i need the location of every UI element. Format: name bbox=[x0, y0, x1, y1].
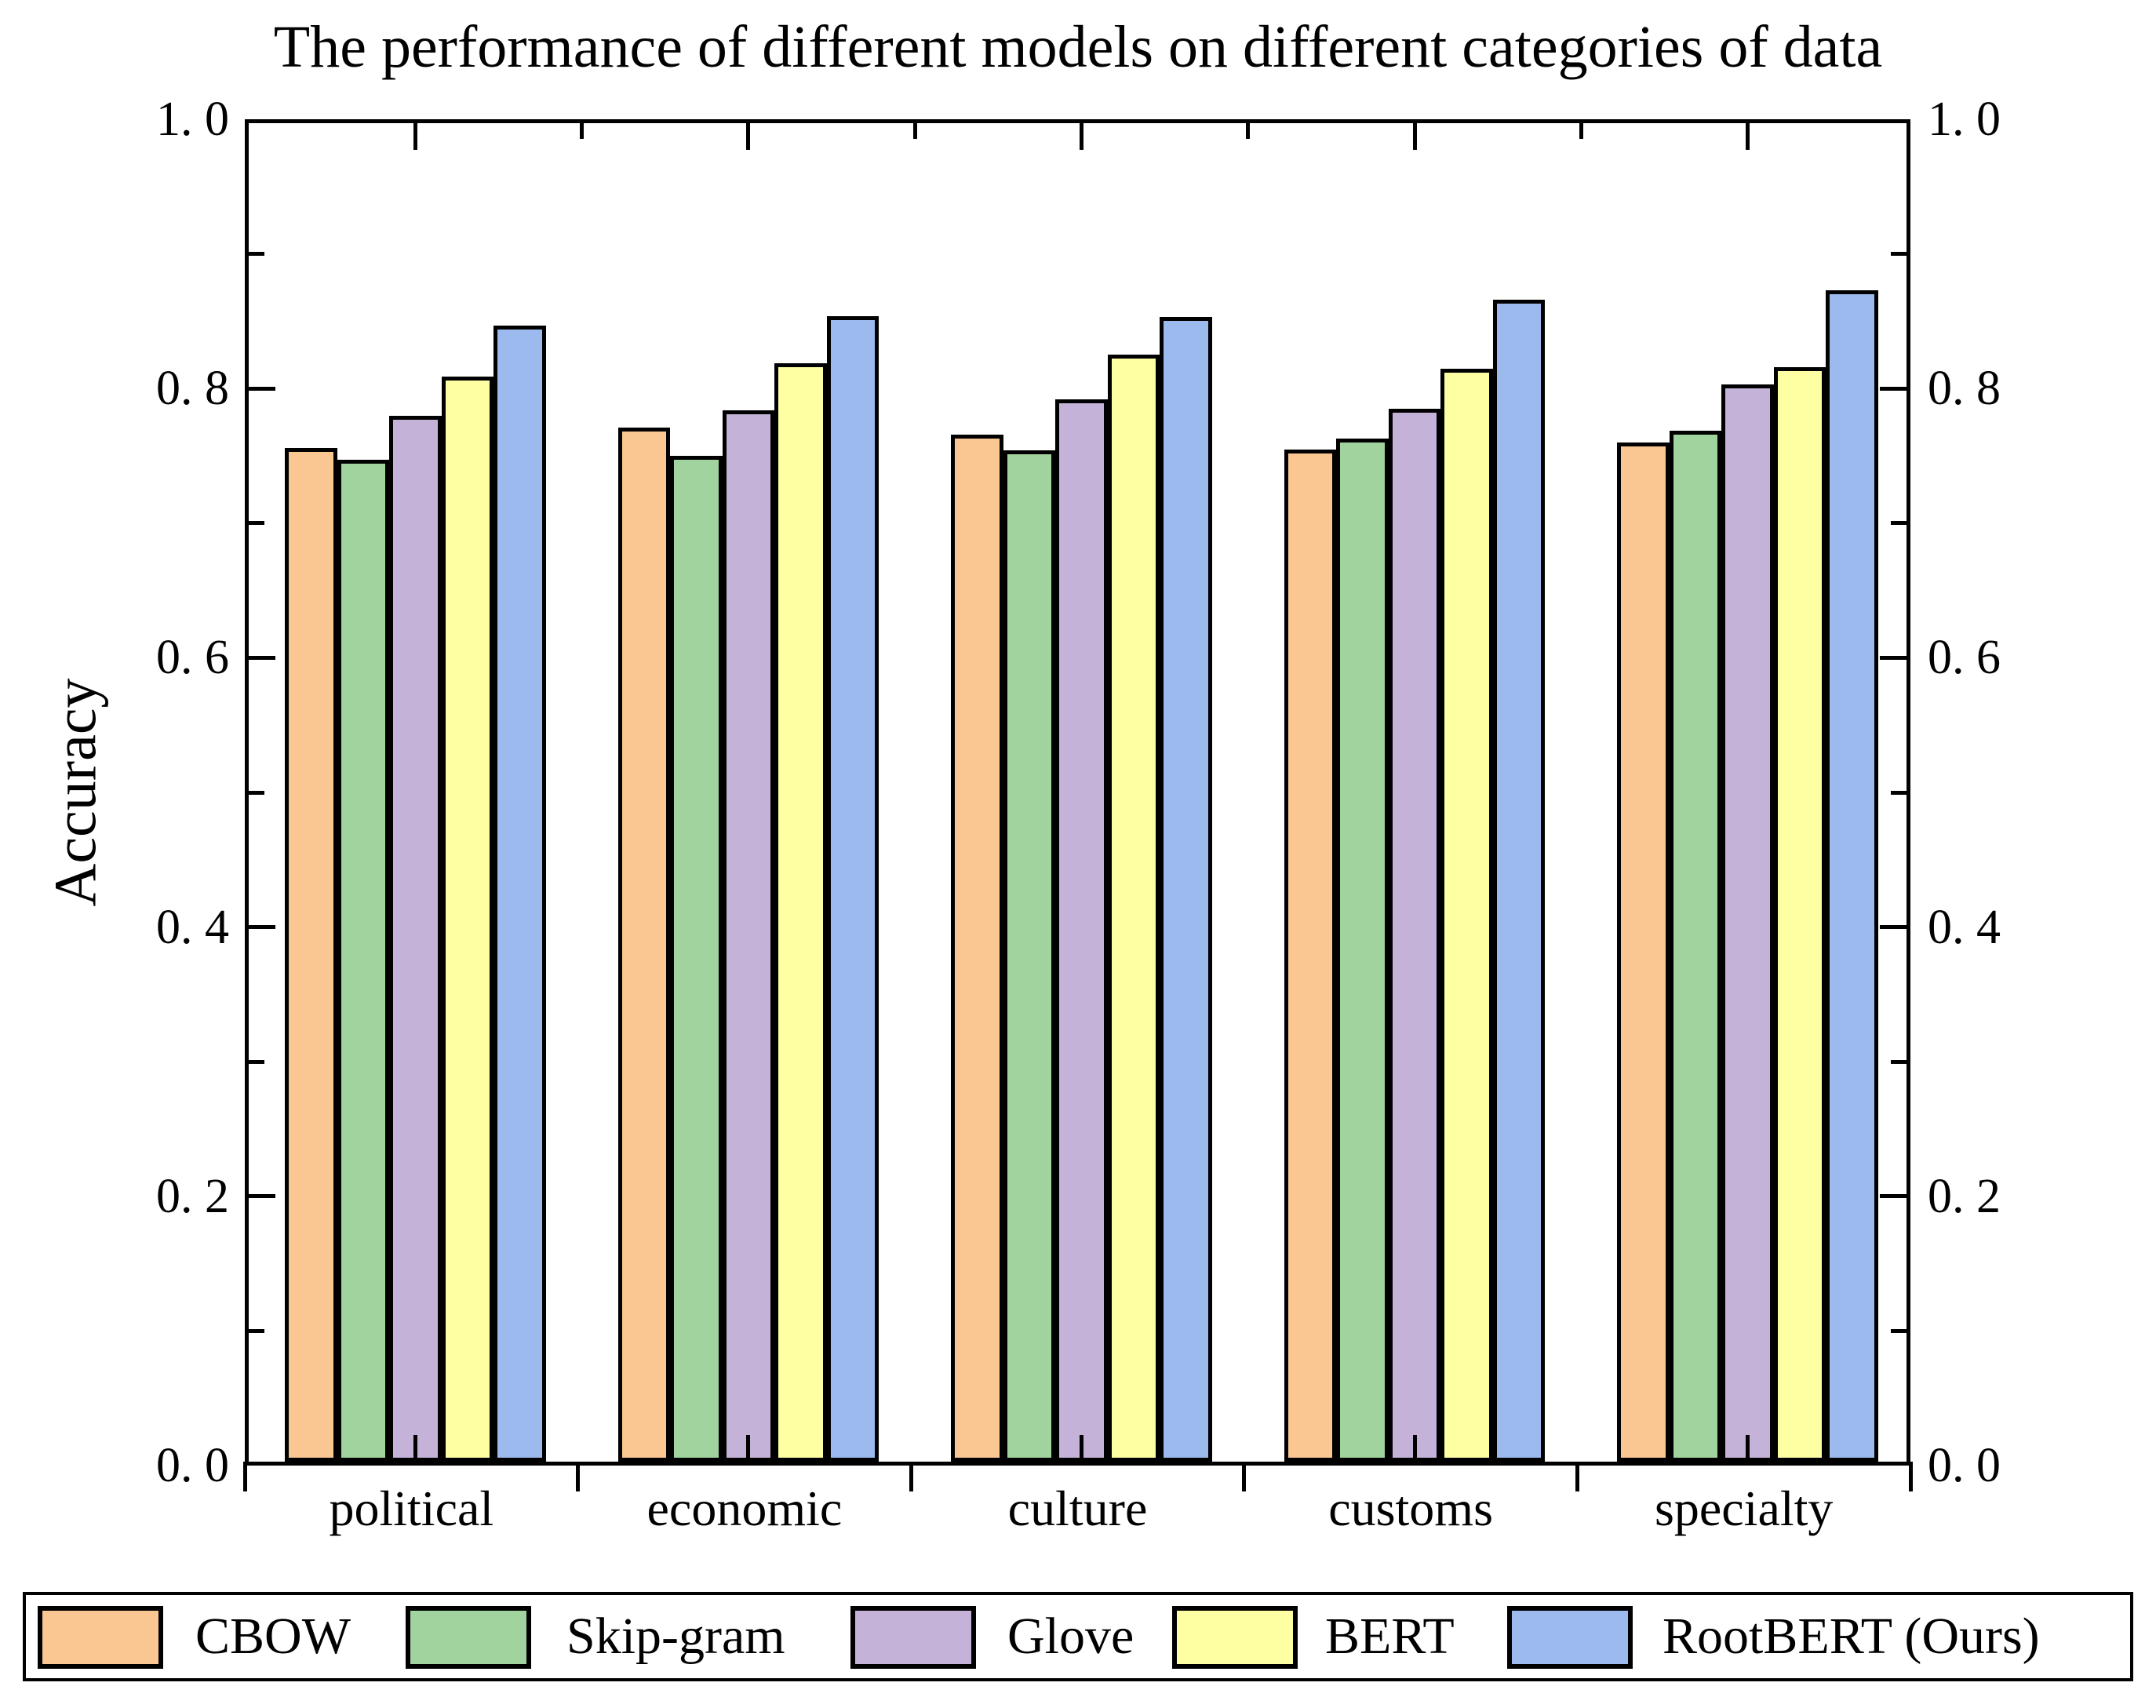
bar-glove-customs bbox=[1388, 409, 1441, 1462]
y-major-tick-right bbox=[1880, 1194, 1907, 1199]
legend-label-skip-gram: Skip-gram bbox=[566, 1608, 785, 1665]
bar-rootbert-ours--specialty bbox=[1826, 290, 1878, 1462]
y-tick-label-left: 1. 0 bbox=[156, 93, 229, 146]
bar-skip-gram-political bbox=[337, 460, 390, 1462]
y-minor-tick-left bbox=[249, 252, 264, 257]
bar-skip-gram-culture bbox=[1003, 450, 1056, 1462]
y-major-tick-right bbox=[1880, 925, 1907, 930]
y-axis-title: Accuracy bbox=[42, 678, 109, 907]
x-minor-tick-top bbox=[912, 123, 917, 139]
bar-rootbert-ours--customs bbox=[1492, 300, 1546, 1462]
y-tick-label-right: 0. 2 bbox=[1928, 1169, 2001, 1223]
x-category-label-political: political bbox=[329, 1480, 494, 1536]
y-tick-label-right: 0. 0 bbox=[1928, 1439, 2001, 1492]
legend-swatch-bert bbox=[1172, 1606, 1298, 1669]
bar-glove-political bbox=[389, 415, 442, 1462]
legend-swatch-rootbert-ours- bbox=[1507, 1606, 1633, 1669]
bar-glove-specialty bbox=[1721, 384, 1774, 1462]
y-tick-label-right: 1. 0 bbox=[1928, 93, 2001, 146]
y-major-tick-left bbox=[249, 925, 275, 930]
bar-skip-gram-economic bbox=[670, 456, 723, 1462]
x-minor-tick-top bbox=[1579, 123, 1583, 139]
x-major-tick-top bbox=[1746, 123, 1750, 150]
x-boundary-tick-outward bbox=[576, 1462, 581, 1491]
x-major-tick-top bbox=[1412, 123, 1417, 150]
legend: CBOW Skip-gram Glove BERT RootBERT (Ours) bbox=[23, 1592, 2133, 1681]
bar-bert-economic bbox=[774, 362, 827, 1462]
bar-rootbert-ours--economic bbox=[826, 315, 880, 1462]
bar-bert-specialty bbox=[1773, 366, 1826, 1462]
bar-bert-political bbox=[441, 376, 494, 1462]
y-major-tick-left bbox=[249, 655, 275, 660]
y-minor-tick-left bbox=[249, 1328, 264, 1333]
bar-cbow-economic bbox=[617, 428, 671, 1462]
y-minor-tick-right bbox=[1891, 1328, 1907, 1333]
legend-swatch-skip-gram bbox=[406, 1606, 531, 1669]
y-tick-label-left: 0. 0 bbox=[156, 1439, 229, 1492]
x-category-label-culture: culture bbox=[1007, 1480, 1148, 1536]
y-major-tick-right bbox=[1880, 386, 1907, 391]
bar-glove-economic bbox=[722, 410, 775, 1462]
legend-label-cbow: CBOW bbox=[195, 1608, 351, 1665]
x-boundary-tick-outward bbox=[1575, 1462, 1579, 1491]
y-tick-label-left: 0. 4 bbox=[156, 900, 229, 954]
bar-cbow-specialty bbox=[1617, 442, 1670, 1462]
bar-rootbert-ours--political bbox=[493, 325, 546, 1462]
y-tick-label-right: 0. 4 bbox=[1928, 900, 2001, 954]
legend-label-glove: Glove bbox=[1007, 1608, 1134, 1665]
x-major-tick-bottom bbox=[1412, 1435, 1417, 1462]
x-major-tick-top bbox=[746, 123, 751, 150]
y-major-tick-left bbox=[249, 1194, 275, 1199]
y-tick-label-left: 0. 8 bbox=[156, 362, 229, 416]
legend-label-bert: BERT bbox=[1325, 1608, 1455, 1665]
y-minor-tick-right bbox=[1891, 1059, 1907, 1064]
legend-swatch-cbow bbox=[38, 1606, 163, 1669]
bar-skip-gram-specialty bbox=[1669, 430, 1722, 1462]
x-category-label-customs: customs bbox=[1328, 1480, 1493, 1536]
bar-bert-culture bbox=[1107, 355, 1160, 1462]
y-tick-label-right: 0. 8 bbox=[1928, 362, 2001, 416]
y-minor-tick-left bbox=[249, 1059, 264, 1064]
y-tick-label-left: 0. 6 bbox=[156, 631, 229, 685]
x-minor-tick-top bbox=[580, 123, 585, 139]
y-major-tick-right bbox=[1880, 655, 1907, 660]
bar-glove-culture bbox=[1055, 399, 1108, 1462]
x-major-tick-top bbox=[413, 123, 417, 150]
y-minor-tick-left bbox=[249, 521, 264, 526]
bar-cbow-culture bbox=[951, 434, 1003, 1462]
x-major-tick-bottom bbox=[746, 1435, 751, 1462]
y-minor-tick-right bbox=[1891, 790, 1907, 795]
x-boundary-tick-outward bbox=[242, 1462, 247, 1491]
x-major-tick-bottom bbox=[1080, 1435, 1083, 1462]
bar-bert-customs bbox=[1440, 368, 1493, 1462]
x-boundary-tick-outward bbox=[1908, 1462, 1913, 1491]
x-boundary-tick-outward bbox=[1242, 1462, 1247, 1491]
legend-label-rootbert-ours-: RootBERT (Ours) bbox=[1663, 1608, 2040, 1665]
y-tick-label-right: 0. 6 bbox=[1928, 631, 2001, 685]
y-minor-tick-right bbox=[1891, 252, 1907, 257]
y-tick-label-left: 0. 2 bbox=[156, 1169, 229, 1223]
x-category-label-economic: economic bbox=[646, 1480, 843, 1536]
plot-area bbox=[245, 119, 1910, 1466]
y-minor-tick-right bbox=[1891, 521, 1907, 526]
x-boundary-tick-outward bbox=[909, 1462, 913, 1491]
bar-cbow-political bbox=[285, 447, 337, 1462]
x-major-tick-bottom bbox=[1746, 1435, 1750, 1462]
bar-rootbert-ours--culture bbox=[1160, 317, 1212, 1462]
y-minor-tick-left bbox=[249, 790, 264, 795]
bar-skip-gram-customs bbox=[1336, 438, 1389, 1462]
legend-swatch-glove bbox=[850, 1606, 976, 1669]
x-major-tick-bottom bbox=[413, 1435, 417, 1462]
chart-title: The performance of different models on d… bbox=[273, 14, 1883, 80]
y-major-tick-left bbox=[249, 386, 275, 391]
x-category-label-specialty: specialty bbox=[1654, 1480, 1834, 1536]
x-minor-tick-top bbox=[1246, 123, 1251, 139]
x-major-tick-top bbox=[1080, 123, 1083, 150]
bar-cbow-customs bbox=[1284, 449, 1337, 1462]
